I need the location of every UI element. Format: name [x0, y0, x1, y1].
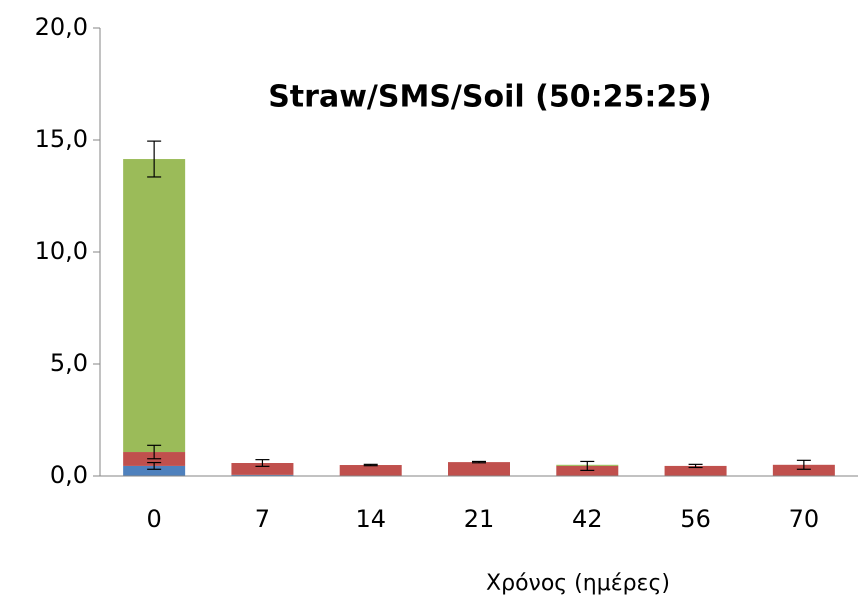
error-bar — [255, 459, 270, 467]
y-tick-label: 5,0 — [50, 349, 88, 377]
error-bar — [580, 460, 595, 471]
x-axis-label: Χρόνος (ημέρες) — [486, 571, 670, 596]
error-bar — [147, 140, 162, 178]
error-bar — [688, 463, 703, 469]
error-bar — [147, 461, 162, 470]
y-tick-label: 0,0 — [50, 461, 88, 489]
error-bar — [796, 459, 811, 470]
bar-segment — [123, 465, 186, 476]
bar-segment — [231, 474, 294, 476]
x-tick-label: 14 — [355, 505, 386, 533]
error-bar — [472, 460, 486, 464]
y-tick-label: 15,0 — [35, 125, 88, 153]
y-tick-label: 20,0 — [35, 13, 88, 41]
x-tick-label: 56 — [680, 505, 711, 533]
x-tick-label: 21 — [464, 505, 495, 533]
x-tick-label: 0 — [147, 505, 162, 533]
bar-segment — [231, 463, 294, 475]
x-tick-label: 7 — [255, 505, 270, 533]
bar-segment — [664, 465, 727, 476]
x-tick-label: 70 — [789, 505, 820, 533]
bar-segment — [448, 462, 510, 476]
error-bar — [147, 444, 162, 460]
bar-segment — [339, 465, 402, 476]
chart-title: Straw/SMS/Soil (50:25:25) — [268, 80, 712, 115]
bar-segment — [123, 159, 186, 453]
x-tick-label: 42 — [572, 505, 603, 533]
y-tick-label: 10,0 — [35, 237, 88, 265]
error-bar — [363, 463, 378, 467]
bar-segment — [772, 464, 835, 476]
